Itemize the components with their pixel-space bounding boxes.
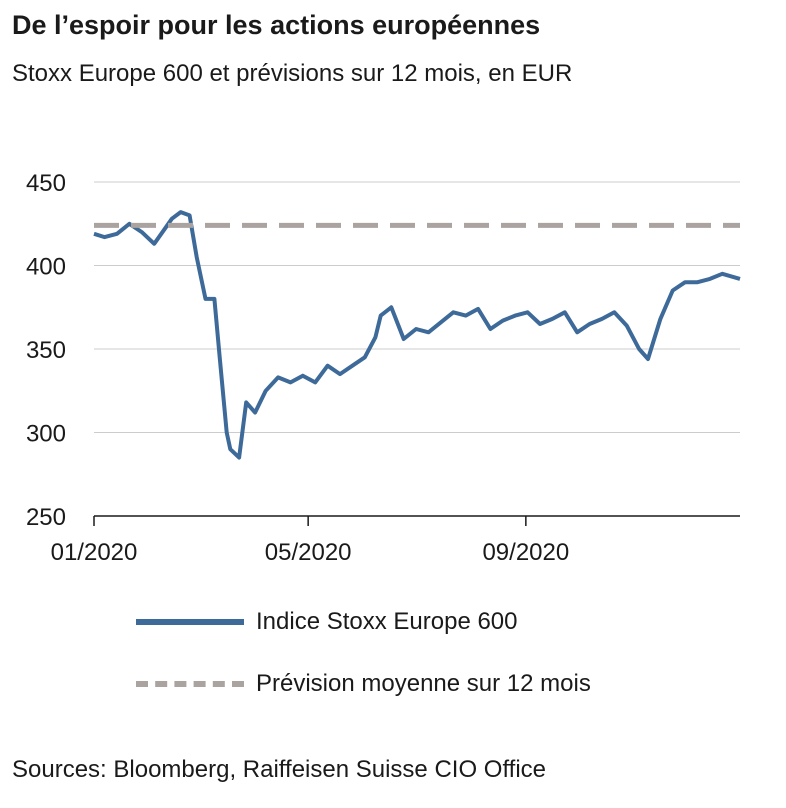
- line-chart: 450 400 350 300 250 01/2020 05/2020 09/2020: [26, 170, 741, 560]
- y-axis-ticks: 450 400 350 300 250: [26, 170, 66, 531]
- gridlines: [94, 181, 740, 433]
- y-tick-label: 400: [26, 254, 66, 281]
- index-line: [93, 210, 741, 460]
- legend-swatch-dashed: [136, 681, 244, 687]
- chart-title: De l’espoir pour les actions européennes: [12, 10, 541, 40]
- x-axis: 01/2020 05/2020 09/2020: [51, 515, 740, 560]
- legend-swatch-solid: [136, 619, 244, 625]
- legend-label-forecast: Prévision moyenne sur 12 mois: [256, 670, 591, 697]
- legend-item-forecast: Prévision moyenne sur 12 mois: [136, 670, 591, 698]
- series: [93, 210, 741, 460]
- y-tick-label: 250: [26, 504, 66, 531]
- source-note: Sources: Bloomberg, Raiffeisen Suisse CI…: [12, 756, 547, 783]
- x-tick-label: 05/2020: [265, 539, 352, 560]
- y-tick-label: 350: [26, 337, 66, 364]
- chart-subtitle: Stoxx Europe 600 et prévisions sur 12 mo…: [12, 60, 573, 87]
- y-tick-label: 300: [26, 421, 66, 448]
- y-tick-label: 450: [26, 170, 66, 197]
- x-tick-label: 09/2020: [482, 539, 569, 560]
- legend-item-index: Indice Stoxx Europe 600: [136, 608, 518, 636]
- legend-label-index: Indice Stoxx Europe 600: [256, 608, 518, 635]
- x-tick-label: 01/2020: [51, 539, 138, 560]
